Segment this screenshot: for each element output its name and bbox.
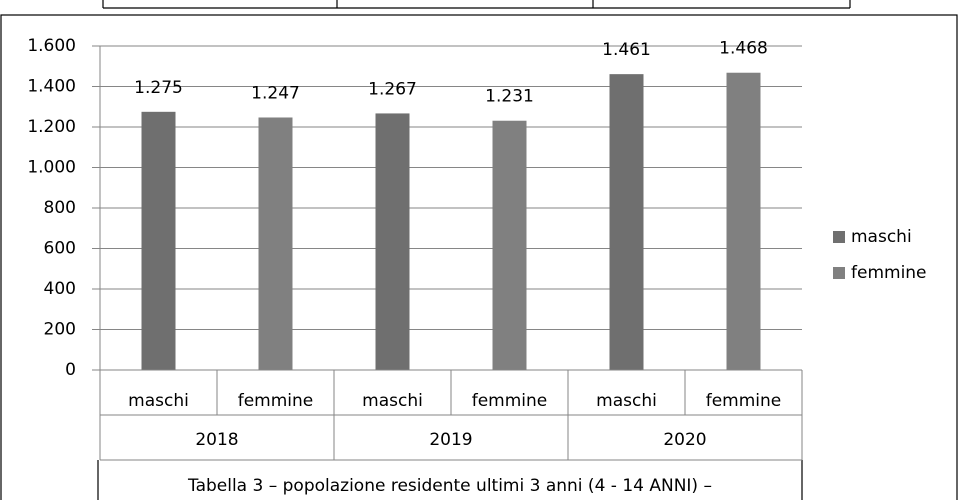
chart-border xyxy=(0,14,958,504)
x-tick-label: femmine xyxy=(472,391,548,411)
data-label: 1.231 xyxy=(485,87,534,107)
x-tick-label: maschi xyxy=(596,391,657,411)
y-tick-label: 400 xyxy=(44,279,76,299)
bar xyxy=(141,111,176,370)
data-label: 1.461 xyxy=(602,40,651,60)
data-label: 1.468 xyxy=(719,39,768,59)
y-tick-label: 1.600 xyxy=(27,36,76,56)
y-tick-label: 800 xyxy=(44,198,76,218)
bar xyxy=(258,117,293,370)
bar xyxy=(492,120,527,370)
caption: Tabella 3 – popolazione residente ultimi… xyxy=(187,476,712,496)
bar xyxy=(375,113,410,371)
legend-swatch xyxy=(833,231,845,243)
x-tick-label: maschi xyxy=(128,391,189,411)
y-tick-label: 1.400 xyxy=(27,77,76,97)
bar xyxy=(726,72,761,370)
data-label: 1.247 xyxy=(251,83,300,103)
y-tick-label: 0 xyxy=(65,360,76,380)
x-group-label: 2020 xyxy=(663,430,706,450)
y-tick-label: 600 xyxy=(44,239,76,259)
bar xyxy=(609,74,644,371)
legend-label: femmine xyxy=(851,263,927,283)
legend-label: maschi xyxy=(851,227,912,247)
x-group-label: 2018 xyxy=(195,430,238,450)
legend-swatch xyxy=(833,267,845,279)
x-tick-label: maschi xyxy=(362,391,423,411)
data-label: 1.267 xyxy=(368,79,417,99)
y-tick-label: 1.000 xyxy=(27,158,76,178)
y-tick-label: 1.200 xyxy=(27,117,76,137)
x-group-label: 2019 xyxy=(429,430,472,450)
data-label: 1.275 xyxy=(134,78,183,98)
y-tick-label: 200 xyxy=(44,320,76,340)
x-tick-label: femmine xyxy=(706,391,782,411)
x-tick-label: femmine xyxy=(238,391,314,411)
